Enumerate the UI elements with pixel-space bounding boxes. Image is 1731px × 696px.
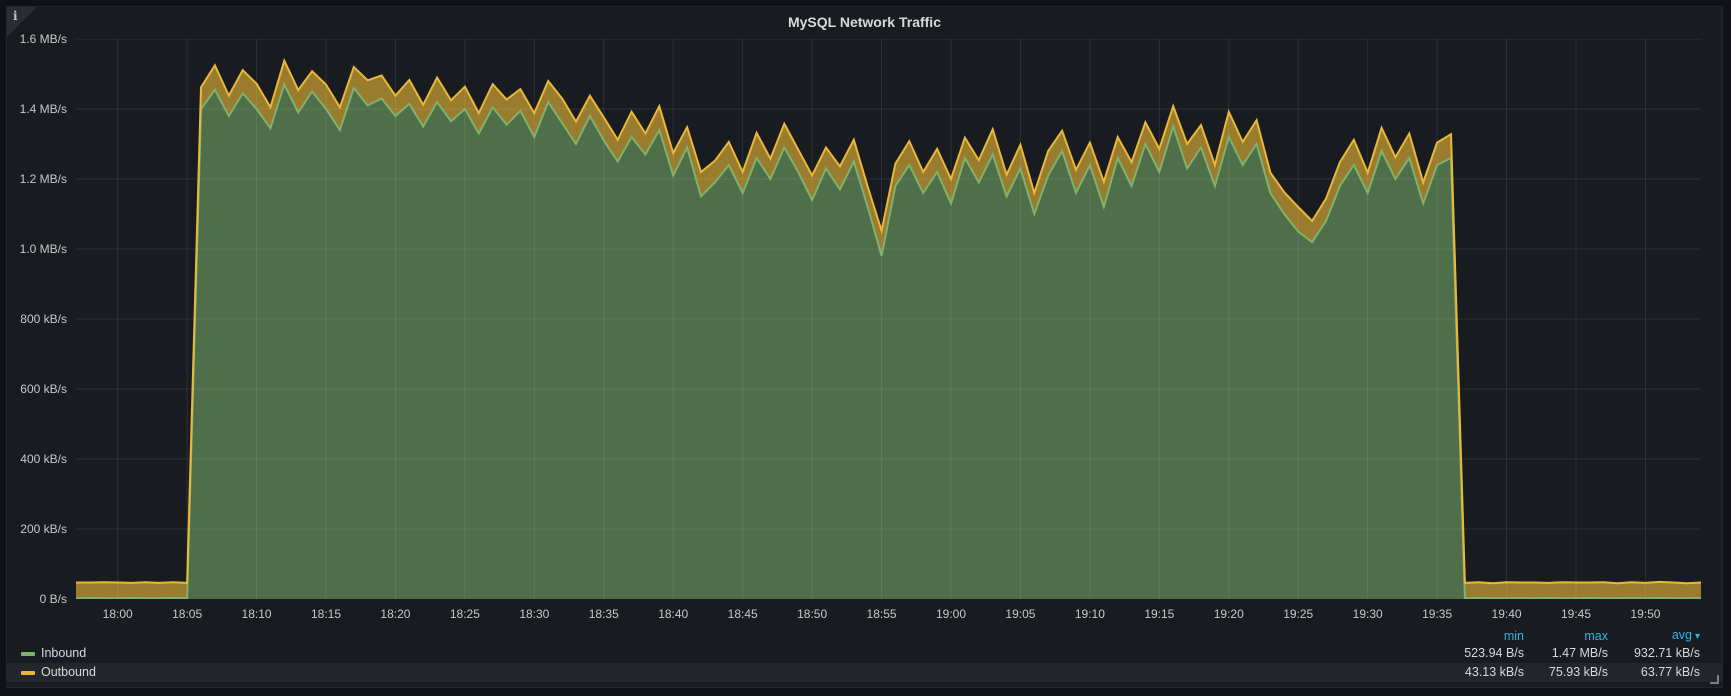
- x-axis-tick: 19:25: [1283, 607, 1314, 621]
- y-axis-tick: 1.4 MB/s: [19, 102, 67, 116]
- outbound-line: [76, 57, 1701, 585]
- legend-stat-avg: 63.77 kB/s: [1640, 665, 1700, 679]
- x-axis-tick: 18:30: [519, 607, 550, 621]
- x-axis-tick: 18:00: [102, 607, 133, 621]
- x-axis-tick: 18:15: [310, 607, 342, 621]
- series-color-marker[interactable]: [21, 670, 35, 675]
- x-axis-tick: 19:35: [1422, 607, 1453, 621]
- legend-series-toggle-outbound[interactable]: Outbound: [21, 663, 1440, 682]
- x-axis-tick: 18:10: [241, 607, 272, 621]
- legend-rows: Inbound 523.94 B/s 1.47 MB/s 932.71 kB/s Out…: [7, 644, 1722, 682]
- y-axis-tick: 200 kB/s: [20, 522, 67, 536]
- legend-stat-max: 75.93 kB/s: [1548, 665, 1608, 679]
- series-label: Inbound: [41, 646, 87, 660]
- series-color-marker[interactable]: [21, 651, 35, 656]
- x-axis-tick: 18:20: [380, 607, 411, 621]
- series-label: Outbound: [41, 665, 96, 679]
- x-axis-tick: 18:55: [866, 607, 897, 621]
- y-axis-tick: 800 kB/s: [20, 312, 67, 326]
- sort-caret-icon: ▾: [1694, 631, 1700, 642]
- legend-row-inbound: Inbound 523.94 B/s 1.47 MB/s 932.71 kB/s: [7, 644, 1722, 663]
- legend-stat-max: 1.47 MB/s: [1551, 646, 1608, 660]
- y-axis-tick: 1.6 MB/s: [19, 32, 67, 46]
- mysql-network-traffic-panel: i MySQL Network Traffic 0 B/s 200 kB/s 400…: [6, 6, 1723, 688]
- y-axis-tick: 1.2 MB/s: [19, 172, 67, 186]
- x-axis-tick: 18:25: [449, 607, 480, 621]
- x-axis-tick: 19:15: [1144, 607, 1175, 621]
- x-axis-tick: 18:35: [588, 607, 619, 621]
- x-axis-tick: 19:30: [1352, 607, 1383, 621]
- traffic-chart[interactable]: [76, 39, 1701, 599]
- info-icon: i: [13, 9, 18, 23]
- legend-series-toggle-inbound[interactable]: Inbound: [21, 644, 1440, 663]
- x-axis-tick: 19:00: [935, 607, 967, 621]
- x-axis-tick: 19:05: [1005, 607, 1036, 621]
- x-axis-tick: 19:10: [1074, 607, 1105, 621]
- y-axis-tick: 400 kB/s: [20, 452, 67, 466]
- panel-title[interactable]: MySQL Network Traffic: [787, 14, 941, 30]
- y-axis-tick: 1.0 MB/s: [19, 242, 67, 256]
- y-axis-tick: 600 kB/s: [20, 382, 67, 396]
- legend-stat-min: 523.94 B/s: [1464, 646, 1524, 660]
- legend-header-max[interactable]: max: [1584, 628, 1608, 643]
- x-axis-tick: 19:40: [1491, 607, 1522, 621]
- panel-resize-handle[interactable]: [1710, 675, 1719, 684]
- inbound-line: [76, 81, 1701, 599]
- legend-header-avg[interactable]: avg ▾: [1608, 627, 1700, 645]
- legend-row-outbound: Outbound 43.13 kB/s 75.93 kB/s 63.77 kB/s: [7, 663, 1722, 682]
- x-axis-tick: 19:20: [1213, 607, 1244, 621]
- x-axis-tick: 18:50: [797, 607, 828, 621]
- legend-table: min max avg ▾ Inbound 523.94 B/s 1.47 MB/s 9…: [7, 627, 1722, 682]
- legend-header-avg-label: avg: [1671, 628, 1692, 642]
- legend-header-min[interactable]: min: [1503, 628, 1524, 643]
- x-axis-tick: 18:05: [172, 607, 203, 621]
- inbound-area: [76, 84, 1701, 599]
- x-axis-tick: 18:40: [658, 607, 689, 621]
- legend-stat-min: 43.13 kB/s: [1464, 665, 1524, 679]
- y-axis-tick: 0 B/s: [39, 592, 67, 606]
- legend-header-row: min max avg ▾: [7, 627, 1722, 644]
- panel-info-icon[interactable]: i: [7, 7, 37, 37]
- legend-stat-avg: 932.71 kB/s: [1633, 646, 1700, 660]
- x-axis-tick: 19:50: [1630, 607, 1661, 621]
- x-axis-tick: 18:45: [727, 607, 758, 621]
- x-axis-tick: 19:45: [1560, 607, 1592, 621]
